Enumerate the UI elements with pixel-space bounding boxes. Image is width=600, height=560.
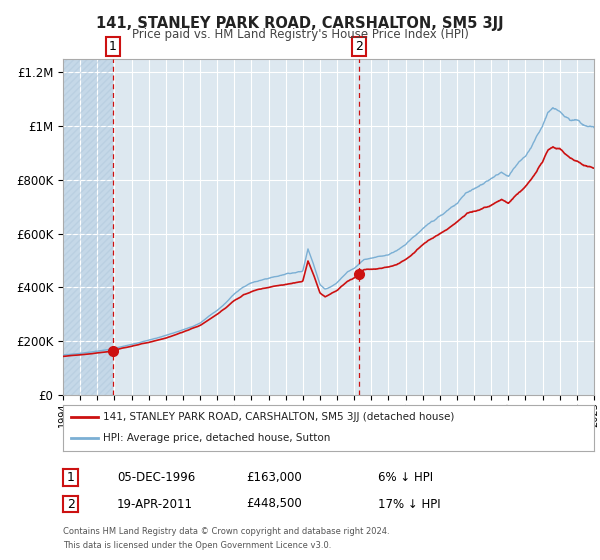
Text: 2: 2 — [355, 40, 363, 53]
Bar — [63, 59, 113, 395]
Text: £448,500: £448,500 — [246, 497, 302, 511]
Text: 141, STANLEY PARK ROAD, CARSHALTON, SM5 3JJ: 141, STANLEY PARK ROAD, CARSHALTON, SM5 … — [96, 16, 504, 31]
Text: 6% ↓ HPI: 6% ↓ HPI — [378, 470, 433, 484]
Text: Price paid vs. HM Land Registry's House Price Index (HPI): Price paid vs. HM Land Registry's House … — [131, 28, 469, 41]
Text: 17% ↓ HPI: 17% ↓ HPI — [378, 497, 440, 511]
Text: This data is licensed under the Open Government Licence v3.0.: This data is licensed under the Open Gov… — [63, 541, 331, 550]
Text: 1: 1 — [109, 40, 117, 53]
Text: 19-APR-2011: 19-APR-2011 — [117, 497, 193, 511]
Text: 1: 1 — [67, 470, 74, 484]
Text: Contains HM Land Registry data © Crown copyright and database right 2024.: Contains HM Land Registry data © Crown c… — [63, 527, 389, 536]
Text: 2: 2 — [67, 497, 74, 511]
Text: £163,000: £163,000 — [246, 470, 302, 484]
Text: 05-DEC-1996: 05-DEC-1996 — [117, 470, 195, 484]
Bar — [63, 59, 113, 395]
Text: HPI: Average price, detached house, Sutton: HPI: Average price, detached house, Sutt… — [103, 433, 330, 444]
Text: 141, STANLEY PARK ROAD, CARSHALTON, SM5 3JJ (detached house): 141, STANLEY PARK ROAD, CARSHALTON, SM5 … — [103, 412, 454, 422]
